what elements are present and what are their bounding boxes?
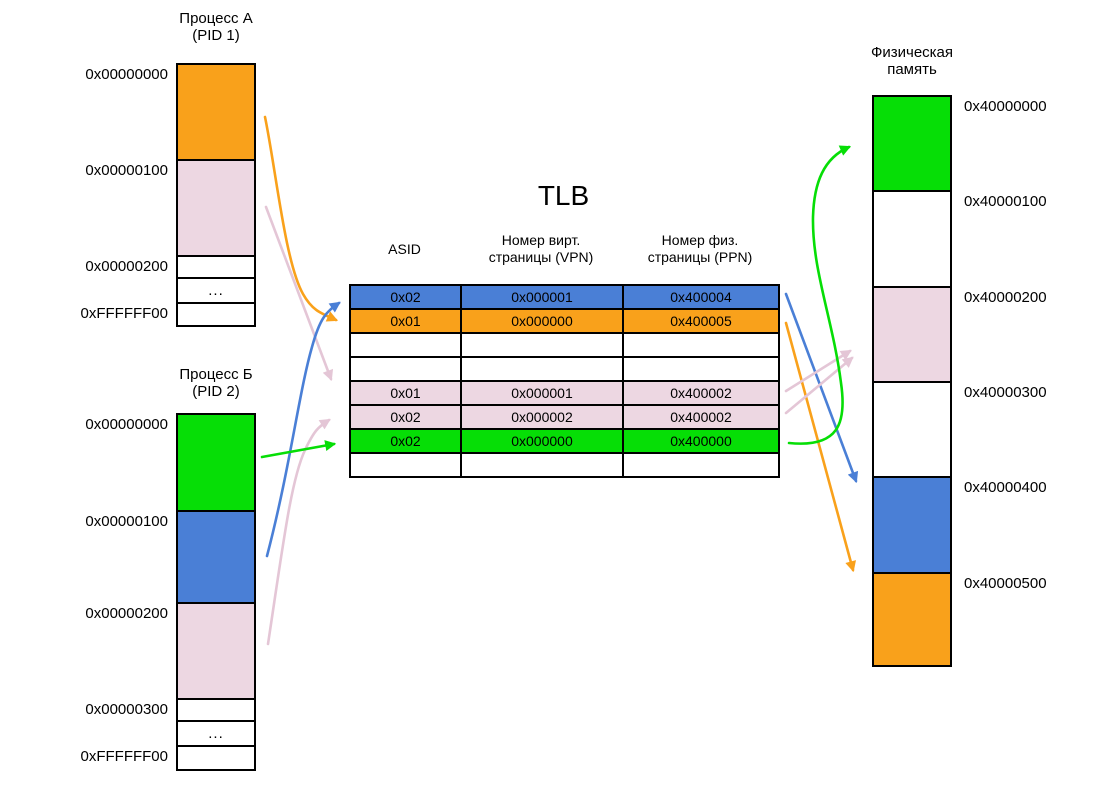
tlb-header-1: Номер вирт. страницы (VPN) — [488, 232, 594, 265]
tlb-row-3-cell-vpn — [460, 356, 624, 382]
tlb-title: TLB — [537, 180, 590, 211]
process-b-block-3 — [176, 698, 256, 720]
process-b-block-1 — [176, 510, 256, 602]
tlb-row-6-cell-asid: 0x02 — [349, 428, 462, 454]
process-a-address-label-2: 0x00000200 — [85, 258, 168, 275]
process-a-title: Процесс А (PID 1) — [136, 10, 296, 44]
arrow-tlb-green-to-memory — [787, 145, 852, 445]
tlb-row-5-cell-asid: 0x02 — [349, 404, 462, 430]
process-a-column: ... — [176, 63, 256, 327]
tlb-row-2-cell-asid — [349, 332, 462, 358]
process-a-address-label-1: 0x00000100 — [85, 162, 168, 179]
tlb-row-0: 0x02 0x000001 0x400004 — [349, 284, 780, 310]
tlb-row-3 — [349, 356, 780, 382]
physical-memory-block-0 — [872, 95, 952, 190]
physical-memory-address-label-4: 0x40000400 — [964, 479, 1047, 496]
physical-memory-title-line2: память — [887, 61, 937, 78]
tlb-header-2: Номер физ. страницы (PPN) — [647, 232, 753, 265]
tlb-row-1-cell-asid: 0x01 — [349, 308, 462, 334]
physical-memory-title: Физическая память — [832, 44, 992, 78]
tlb-header-0: ASID — [388, 240, 421, 257]
tlb-row-2-cell-ppn — [622, 332, 780, 358]
process-a-block-1 — [176, 159, 256, 255]
tlb-row-6-cell-ppn: 0x400000 — [622, 428, 780, 454]
tlb-row-0-cell-ppn: 0x400004 — [622, 284, 780, 310]
process-b-column: ... — [176, 413, 256, 771]
process-a-block-4 — [176, 302, 256, 327]
process-b-address-label-1: 0x00000100 — [85, 513, 168, 530]
tlb-headers: ASID Номер вирт. страницы (VPN) Номер физ. с… — [349, 231, 778, 267]
process-b-address-label-2: 0x00000200 — [85, 605, 168, 622]
process-b-address-label-3: 0x00000300 — [85, 701, 168, 718]
tlb-row-5-cell-vpn: 0x000002 — [460, 404, 624, 430]
tlb-row-1: 0x01 0x000000 0x400005 — [349, 308, 780, 334]
process-b-address-label-0: 0x00000000 — [85, 416, 168, 433]
tlb-row-4: 0x01 0x000001 0x400002 — [349, 380, 780, 406]
physical-memory-title-line1: Физическая — [870, 44, 954, 61]
tlb-row-4-cell-ppn: 0x400002 — [622, 380, 780, 406]
physical-memory-block-4 — [872, 476, 952, 572]
tlb-row-3-cell-ppn — [622, 356, 780, 382]
process-b-block-4: ... — [176, 720, 256, 745]
tlb-row-0-cell-asid: 0x02 — [349, 284, 462, 310]
tlb-row-5-cell-ppn: 0x400002 — [622, 404, 780, 430]
tlb-row-3-cell-asid — [349, 356, 462, 382]
arrow-process-a-pink-to-tlb — [264, 205, 334, 382]
physical-memory-column — [872, 95, 952, 667]
tlb-row-7-cell-ppn — [622, 452, 780, 478]
physical-memory-block-3 — [872, 381, 952, 476]
process-a-block-2 — [176, 255, 256, 277]
process-b-block-0 — [176, 413, 256, 510]
arrow-process-b-green-to-tlb — [260, 440, 337, 459]
arrow-process-b-pink-to-tlb — [266, 418, 331, 646]
process-b-block-5 — [176, 745, 256, 771]
process-b-address-label-5: 0xFFFFFF00 — [80, 748, 168, 765]
physical-memory-address-label-5: 0x40000500 — [964, 575, 1047, 592]
process-a-address-label-0: 0x00000000 — [85, 66, 168, 83]
tlb-row-1-cell-ppn: 0x400005 — [622, 308, 780, 334]
process-a-title-line2: (PID 1) — [192, 27, 240, 44]
physical-memory-address-label-0: 0x40000000 — [964, 98, 1047, 115]
tlb-row-5: 0x02 0x000002 0x400002 — [349, 404, 780, 430]
arrow-process-b-blue-to-tlb — [265, 301, 341, 558]
arrow-tlb-pink1-to-memory — [784, 349, 852, 393]
tlb-row-4-cell-vpn: 0x000001 — [460, 380, 624, 406]
arrow-process-a-orange-to-tlb — [263, 115, 339, 322]
tlb-row-2 — [349, 332, 780, 358]
physical-memory-address-label-2: 0x40000200 — [964, 289, 1047, 306]
arrow-tlb-blue-to-memory — [784, 292, 859, 484]
process-a-title-line1: Процесс А — [179, 10, 253, 27]
tlb-row-6-cell-vpn: 0x000000 — [460, 428, 624, 454]
physical-memory-address-label-3: 0x40000300 — [964, 384, 1047, 401]
arrow-tlb-orange-to-memory — [784, 321, 857, 573]
physical-memory-block-5 — [872, 572, 952, 667]
arrow-tlb-pink2-to-memory — [784, 356, 854, 415]
tlb-row-7 — [349, 452, 780, 478]
process-b-title: Процесс Б (PID 2) — [136, 366, 296, 400]
physical-memory-block-2 — [872, 286, 952, 381]
process-a-block-0 — [176, 63, 256, 159]
process-b-block-2 — [176, 602, 256, 698]
tlb-table: 0x02 0x000001 0x400004 0x01 0x000000 0x400005… — [349, 284, 780, 478]
tlb-row-0-cell-vpn: 0x000001 — [460, 284, 624, 310]
physical-memory-address-label-1: 0x40000100 — [964, 193, 1047, 210]
tlb-row-4-cell-asid: 0x01 — [349, 380, 462, 406]
physical-memory-block-1 — [872, 190, 952, 286]
process-b-title-line2: (PID 2) — [192, 383, 240, 400]
tlb-row-7-cell-asid — [349, 452, 462, 478]
tlb-row-1-cell-vpn: 0x000000 — [460, 308, 624, 334]
tlb-row-2-cell-vpn — [460, 332, 624, 358]
process-a-address-label-4: 0xFFFFFF00 — [80, 305, 168, 322]
process-b-title-line1: Процесс Б — [179, 366, 253, 383]
tlb-row-6: 0x02 0x000000 0x400000 — [349, 428, 780, 454]
process-a-block-3: ... — [176, 277, 256, 302]
tlb-row-7-cell-vpn — [460, 452, 624, 478]
